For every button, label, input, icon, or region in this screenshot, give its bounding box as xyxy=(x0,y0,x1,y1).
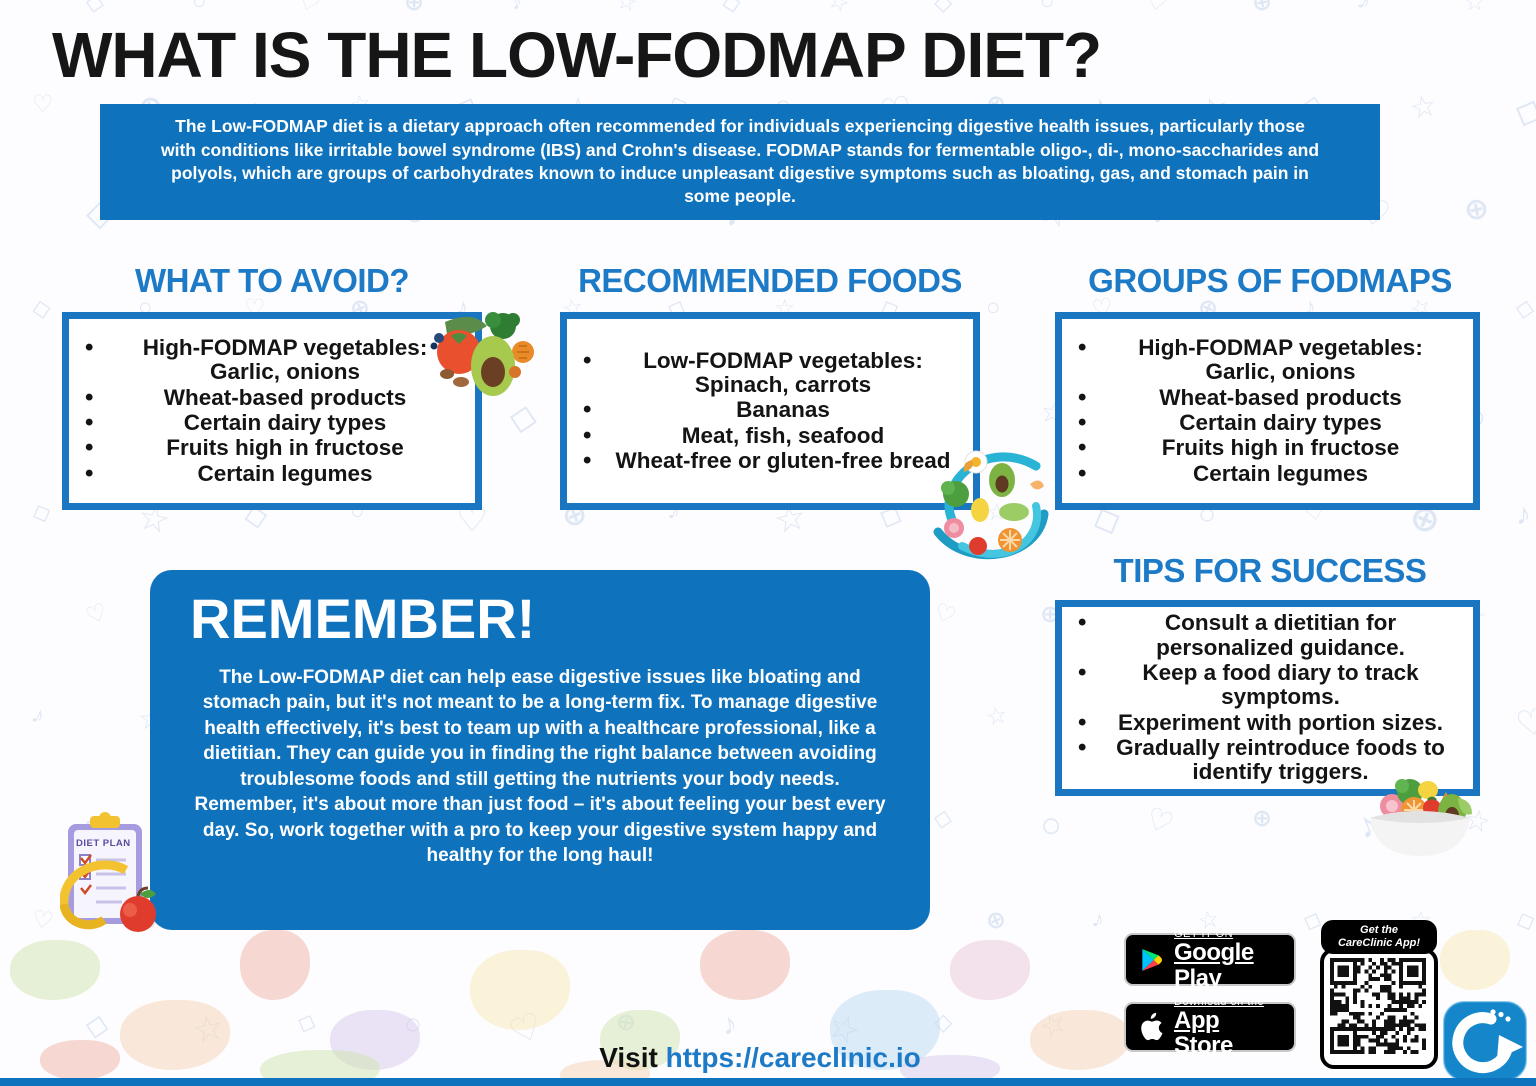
google-play-badge[interactable]: GET IT ON Google Play xyxy=(1124,928,1296,991)
list-item: Consult a dietitian for personalized gui… xyxy=(1078,610,1459,660)
vegetables-illustration-icon xyxy=(425,308,540,408)
list-item: Experiment with portion sizes. xyxy=(1078,710,1459,736)
recommended-list: Low-FODMAP vegetables: Spinach, carrotsB… xyxy=(567,348,973,474)
clipboard-title: DIET PLAN xyxy=(76,838,131,849)
tips-box: Consult a dietitian for personalized gui… xyxy=(1055,600,1480,796)
avoid-list: High-FODMAP vegetables: Garlic, onionsWh… xyxy=(69,335,475,487)
recommended-box: Low-FODMAP vegetables: Spinach, carrotsB… xyxy=(560,312,980,510)
list-item: Keep a food diary to track symptoms. xyxy=(1078,660,1459,710)
bottom-accent-bar xyxy=(0,1078,1536,1086)
list-item: Wheat-free or gluten-free bread xyxy=(583,448,959,474)
google-play-label: Google Play xyxy=(1174,939,1254,992)
google-play-icon xyxy=(1138,946,1164,974)
list-item: Low-FODMAP vegetables: Spinach, carrots xyxy=(583,348,959,398)
heading-recommended-foods: RECOMMENDED FOODS xyxy=(578,262,962,299)
groups-box: High-FODMAP vegetables: Garlic, onionsWh… xyxy=(1055,312,1480,510)
remember-body: The Low-FODMAP diet can help ease digest… xyxy=(194,667,886,867)
apple-icon xyxy=(1138,1012,1164,1042)
list-item: Fruits high in fructose xyxy=(1078,435,1459,461)
careclinic-logo-icon[interactable] xyxy=(1441,1001,1529,1081)
list-item: Certain dairy types xyxy=(1078,410,1459,436)
qr-code-icon xyxy=(1320,948,1438,1070)
intro-banner: The Low-FODMAP diet is a dietary approac… xyxy=(100,104,1380,220)
list-item: High-FODMAP vegetables: Garlic, onions xyxy=(85,335,461,385)
visit-link-line: Visit https://careclinic.io xyxy=(380,1042,1140,1074)
app-store-badge[interactable]: Download on the App Store xyxy=(1124,996,1296,1058)
heading-groups-of-fodmaps: GROUPS OF FODMAPS xyxy=(1088,262,1452,299)
groups-list: High-FODMAP vegetables: Garlic, onionsWh… xyxy=(1062,335,1473,487)
page-title: WHAT IS THE LOW-FODMAP DIET? xyxy=(52,19,1102,91)
list-item: Certain legumes xyxy=(1078,461,1459,487)
tape-spiral-food-illustration-icon xyxy=(918,428,1063,573)
list-item: Wheat-based products xyxy=(1078,385,1459,411)
list-item: High-FODMAP vegetables: Garlic, onions xyxy=(1078,335,1459,385)
heading-what-to-avoid: WHAT TO AVOID? xyxy=(134,262,410,299)
list-item: Certain legumes xyxy=(85,461,461,487)
intro-text: The Low-FODMAP diet is a dietary approac… xyxy=(160,116,1320,207)
list-item: Meat, fish, seafood xyxy=(583,423,959,449)
qr-code-caption: Get the CareClinic App! xyxy=(1321,920,1437,955)
tips-list: Consult a dietitian for personalized gui… xyxy=(1062,610,1473,785)
app-store-caption: Download on the xyxy=(1174,995,1265,1008)
list-item: Bananas xyxy=(583,397,959,423)
diet-plan-clipboard-illustration-icon: DIET PLAN xyxy=(60,812,170,937)
list-item: Gradually reintroduce foods to identify … xyxy=(1078,735,1459,785)
google-play-caption: GET IT ON xyxy=(1174,928,1234,941)
heading-tips-for-success: TIPS FOR SUCCESS xyxy=(1113,552,1427,589)
list-item: Certain dairy types xyxy=(85,410,461,436)
remember-panel: REMEMBER! The Low-FODMAP diet can help e… xyxy=(150,570,930,930)
list-item: Wheat-based products xyxy=(85,385,461,411)
avoid-box: High-FODMAP vegetables: Garlic, onionsWh… xyxy=(62,312,482,510)
visit-prefix: Visit xyxy=(599,1042,658,1073)
salad-bowl-illustration-icon xyxy=(1362,776,1477,861)
remember-heading: REMEMBER! xyxy=(190,587,536,650)
careclinic-url-link[interactable]: https://careclinic.io xyxy=(665,1042,921,1073)
list-item: Fruits high in fructose xyxy=(85,435,461,461)
qr-code-block[interactable]: Get the CareClinic App! xyxy=(1320,920,1438,1070)
app-store-label: App Store xyxy=(1174,1006,1233,1060)
